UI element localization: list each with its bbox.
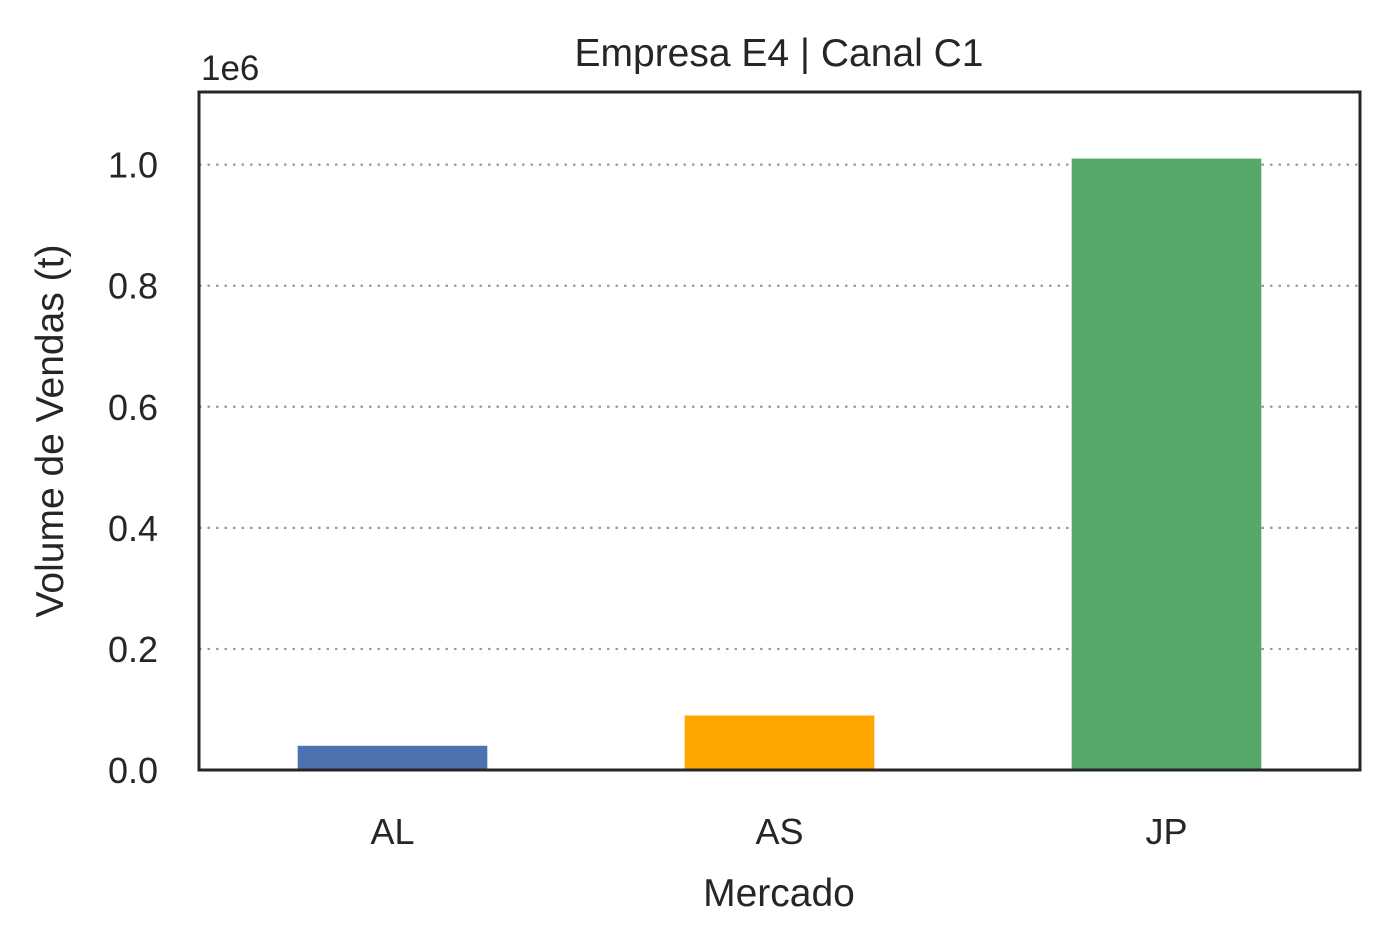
y-tick-label: 1.0 — [108, 145, 158, 186]
x-tick-label: JP — [1145, 811, 1187, 852]
y-tick-label: 0.6 — [108, 387, 158, 428]
x-tick-label: AS — [755, 811, 803, 852]
plot-frame — [197, 90, 1362, 772]
y-tick-label: 0.0 — [108, 750, 158, 791]
x-tick-labels: AL AS JP — [370, 811, 1187, 852]
y-tick-label: 0.4 — [108, 508, 158, 549]
chart-title: Empresa E4 | Canal C1 — [575, 32, 984, 75]
y-tick-labels: 0.0 0.2 0.4 0.6 0.8 1.0 — [108, 145, 158, 791]
y-gridlines — [199, 163, 1360, 651]
x-axis-label: Mercado — [703, 872, 855, 915]
bar-al — [297, 745, 488, 770]
y-axis-label: Volume de Vendas (t) — [29, 245, 72, 618]
y-scale-offset-label: 1e6 — [201, 49, 259, 88]
bar-as — [684, 715, 875, 770]
bars — [297, 158, 1262, 770]
y-tick-label: 0.2 — [108, 629, 158, 670]
bar-jp — [1071, 158, 1262, 770]
y-tick-label: 0.8 — [108, 266, 158, 307]
x-tick-label: AL — [370, 811, 414, 852]
